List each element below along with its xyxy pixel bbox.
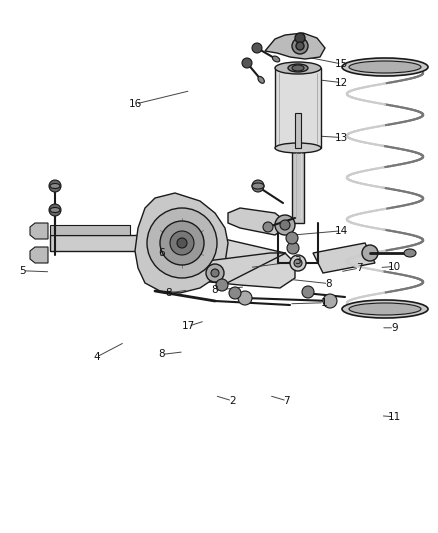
Circle shape (147, 208, 217, 278)
Circle shape (252, 180, 264, 192)
Ellipse shape (50, 183, 60, 189)
Text: 12: 12 (335, 78, 348, 87)
Circle shape (49, 204, 61, 216)
Ellipse shape (275, 62, 321, 74)
Ellipse shape (349, 61, 421, 73)
Circle shape (295, 33, 305, 43)
Circle shape (252, 43, 262, 53)
Ellipse shape (349, 303, 421, 315)
Text: 7: 7 (283, 396, 290, 406)
Ellipse shape (404, 249, 416, 257)
Text: 2: 2 (229, 396, 236, 406)
Circle shape (302, 286, 314, 298)
Circle shape (292, 38, 308, 54)
Text: 15: 15 (335, 59, 348, 69)
Text: 14: 14 (335, 226, 348, 236)
Circle shape (287, 242, 299, 254)
Ellipse shape (275, 143, 321, 153)
Circle shape (263, 222, 273, 232)
Circle shape (211, 269, 219, 277)
Circle shape (170, 231, 194, 255)
Circle shape (229, 287, 241, 299)
Bar (50, 235, 180, 251)
Polygon shape (135, 193, 228, 293)
Text: 8: 8 (159, 350, 166, 359)
Polygon shape (30, 223, 48, 239)
Circle shape (294, 259, 302, 267)
Circle shape (49, 180, 61, 192)
Polygon shape (265, 33, 325, 59)
Text: 11: 11 (388, 412, 401, 422)
Bar (50, 225, 130, 235)
Circle shape (177, 238, 187, 248)
Ellipse shape (342, 300, 428, 318)
Circle shape (238, 291, 252, 305)
Text: 10: 10 (388, 262, 401, 271)
Ellipse shape (258, 76, 265, 83)
Circle shape (296, 42, 304, 50)
Text: 7: 7 (356, 263, 363, 273)
Circle shape (280, 220, 290, 230)
Bar (295, 113, 301, 148)
Polygon shape (228, 208, 285, 235)
Polygon shape (313, 243, 375, 273)
Ellipse shape (342, 58, 428, 76)
Circle shape (286, 232, 298, 244)
Ellipse shape (292, 65, 304, 71)
Ellipse shape (272, 56, 280, 62)
Ellipse shape (50, 207, 60, 213)
Circle shape (290, 255, 306, 271)
Circle shape (362, 245, 378, 261)
Ellipse shape (252, 183, 264, 189)
Polygon shape (30, 247, 48, 263)
Text: 1: 1 (321, 298, 328, 308)
Bar (275, 68, 321, 148)
Text: 16: 16 (129, 99, 142, 109)
Polygon shape (148, 233, 295, 288)
Text: 4: 4 (93, 352, 100, 362)
Ellipse shape (288, 64, 308, 72)
Bar (292, 148, 304, 223)
Text: 9: 9 (391, 323, 398, 333)
Text: 17: 17 (182, 321, 195, 331)
Circle shape (323, 294, 337, 308)
Text: 3: 3 (294, 256, 301, 266)
Text: 5: 5 (19, 266, 26, 276)
Circle shape (206, 264, 224, 282)
Circle shape (242, 58, 252, 68)
Circle shape (160, 221, 204, 265)
Text: 8: 8 (325, 279, 332, 288)
Text: 8: 8 (211, 286, 218, 295)
Polygon shape (207, 253, 286, 285)
Text: 6: 6 (159, 248, 166, 258)
Text: 13: 13 (335, 133, 348, 142)
Circle shape (275, 215, 295, 235)
Circle shape (216, 279, 228, 291)
Text: 8: 8 (165, 288, 172, 298)
